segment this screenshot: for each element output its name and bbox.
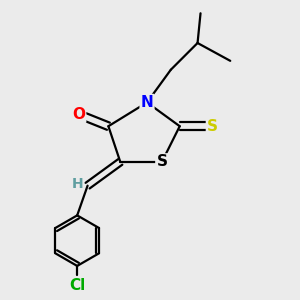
- Text: S: S: [207, 119, 218, 134]
- Text: H: H: [71, 177, 83, 191]
- Text: S: S: [156, 154, 167, 169]
- Text: N: N: [141, 95, 153, 110]
- Text: Cl: Cl: [69, 278, 85, 293]
- Text: O: O: [72, 107, 85, 122]
